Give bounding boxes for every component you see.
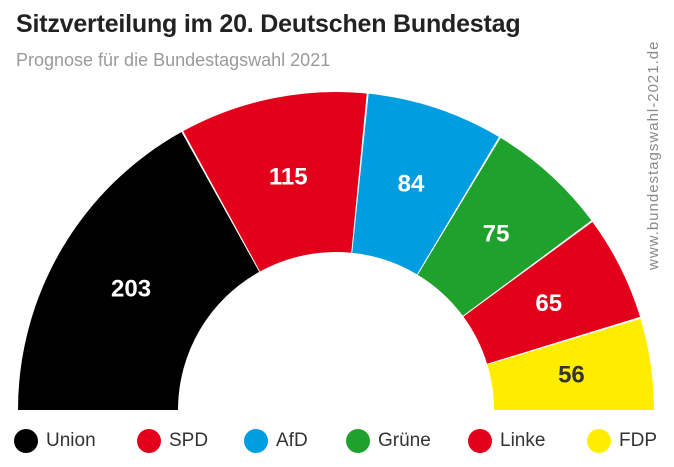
legend-dot-icon xyxy=(587,429,611,453)
legend-label: Union xyxy=(46,430,96,451)
seat-segment-fdp xyxy=(487,318,654,410)
seat-segment-afd xyxy=(352,93,499,275)
legend-dot-icon xyxy=(244,429,268,453)
seat-label-linke: 65 xyxy=(535,290,562,317)
legend-label: FDP xyxy=(619,430,657,451)
legend-item-union: Union xyxy=(14,428,96,454)
seat-segment-linke xyxy=(463,221,641,364)
legend-dot-icon xyxy=(468,429,492,453)
legend: Union SPD AfD Grüne Linke FDP xyxy=(14,428,664,454)
legend-label: AfD xyxy=(276,430,308,451)
legend-label: Linke xyxy=(500,430,546,451)
seat-label-afd: 84 xyxy=(398,171,425,198)
legend-label: SPD xyxy=(169,430,209,451)
legend-label: Grüne xyxy=(378,430,431,451)
legend-item-gruene: Grüne xyxy=(346,428,431,454)
chart-subtitle: Prognose für die Bundestagswahl 2021 xyxy=(16,50,331,70)
seat-label-fdp: 56 xyxy=(558,362,585,389)
legend-item-fdp: FDP xyxy=(587,428,657,454)
legend-dot-icon xyxy=(346,429,370,453)
seat-segment-gruene xyxy=(417,137,592,316)
seat-segment-union xyxy=(18,132,260,410)
seat-segment-spd xyxy=(183,92,367,272)
legend-dot-icon xyxy=(14,429,38,453)
seat-label-union: 203 xyxy=(111,276,151,303)
legend-item-spd: SPD xyxy=(137,428,208,454)
chart-title: Sitzverteilung im 20. Deutschen Bundesta… xyxy=(16,10,521,38)
legend-item-afd: AfD xyxy=(244,428,308,454)
seat-label-gruene: 75 xyxy=(483,220,510,247)
legend-dot-icon xyxy=(137,429,161,453)
legend-item-linke: Linke xyxy=(468,428,545,454)
seat-label-spd: 115 xyxy=(269,163,308,190)
